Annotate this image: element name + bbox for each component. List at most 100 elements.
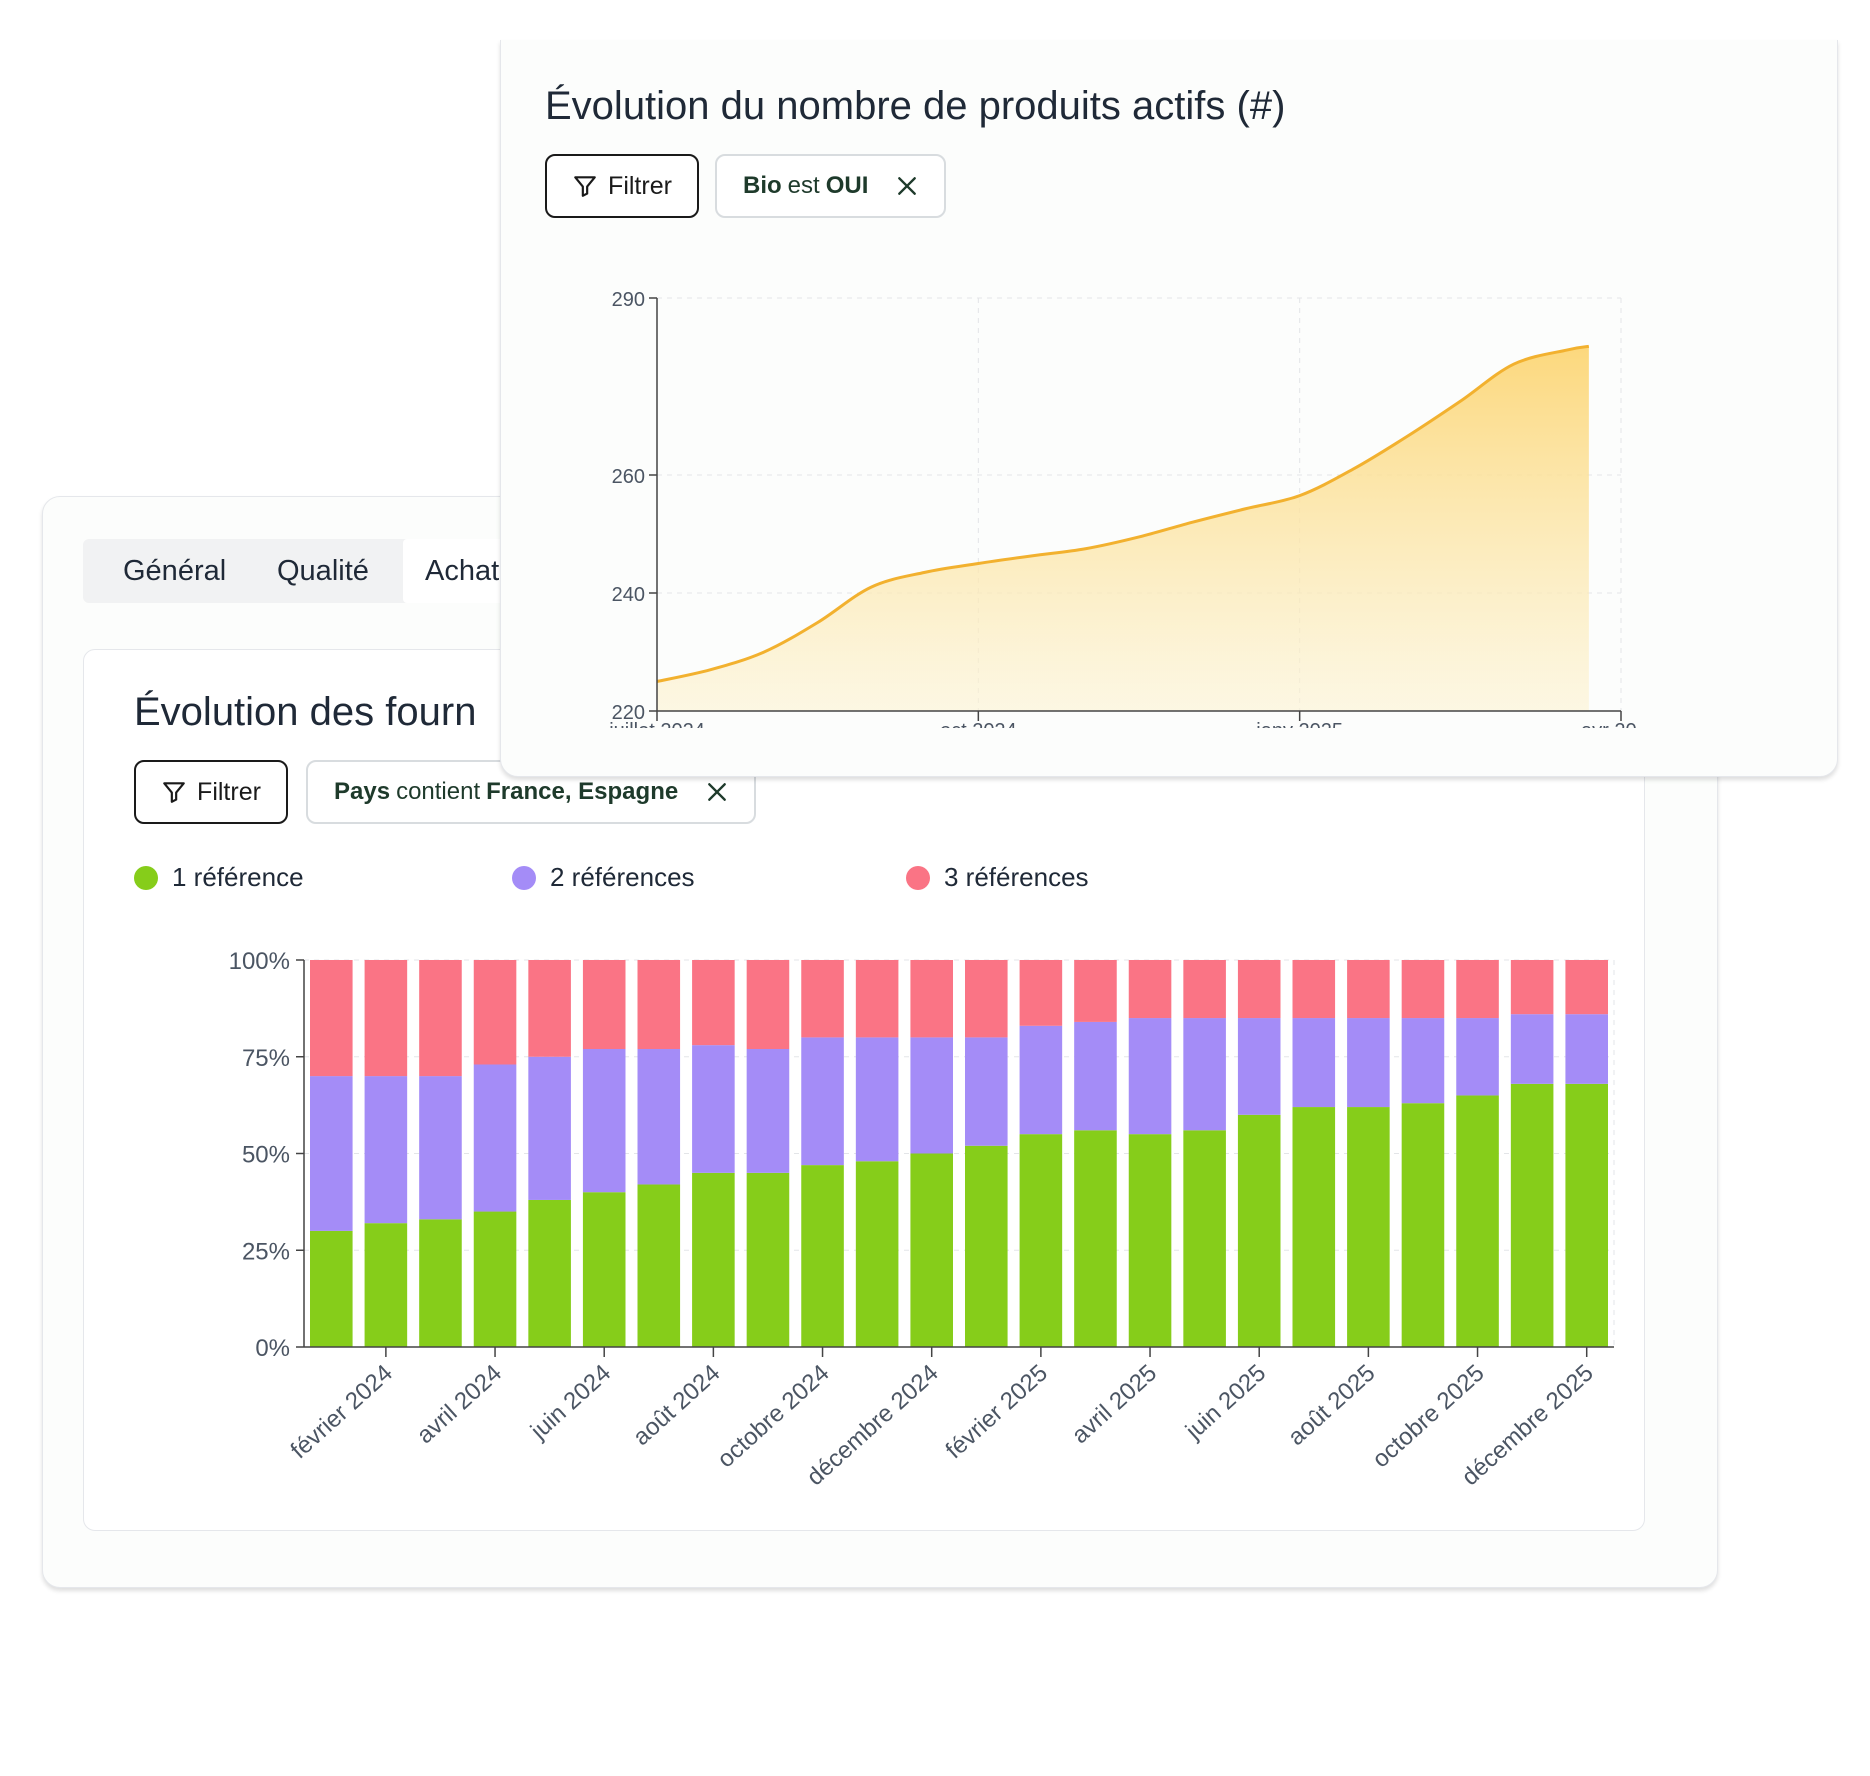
bar-segment [801, 960, 844, 1038]
bar-segment [692, 1172, 735, 1347]
x-tick-label: octobre 2024 [712, 1359, 834, 1473]
bar-segment [910, 1153, 953, 1347]
bar-segment [310, 1230, 353, 1347]
filter-button-label: Filtrer [197, 777, 261, 806]
bar-segment [1019, 1134, 1063, 1347]
bar-segment [364, 1076, 408, 1224]
y-tick-label: 240 [612, 584, 645, 606]
bar-segment [1292, 1107, 1336, 1347]
bar-segment [310, 1076, 353, 1231]
bar-segment [1292, 1018, 1336, 1108]
legend-dot-red [906, 865, 930, 890]
bar-segment [1510, 1083, 1554, 1347]
x-tick-label: août 2025 [1283, 1359, 1380, 1451]
y-tick-label: 25% [242, 1238, 290, 1265]
x-tick-label: juillet 2024 [608, 720, 705, 728]
bar-segment [419, 1219, 462, 1347]
bar-segment [473, 1211, 517, 1347]
bar-segment [1347, 1107, 1390, 1347]
bar-segment [855, 1161, 899, 1347]
filter-chip-bio[interactable]: Bio est OUI [715, 154, 947, 218]
bar-segment [1565, 1014, 1608, 1084]
bar-segment [1074, 1130, 1117, 1347]
bar-segment [1510, 960, 1554, 1015]
y-tick-label: 0% [255, 1335, 290, 1362]
legend-label: 3 références [944, 862, 1089, 892]
legend-dot-green [134, 865, 158, 890]
legend-label: 1 référence [172, 862, 304, 892]
legend-item-2: 2 références [512, 862, 695, 893]
bar-segment [1237, 960, 1281, 1019]
bar-segment [1456, 1095, 1499, 1347]
tab-quality[interactable]: Qualité [277, 555, 369, 587]
bar-segment [1237, 1114, 1281, 1347]
close-icon[interactable] [706, 781, 728, 803]
bar-segment [1456, 1018, 1499, 1096]
bar-segment [1128, 960, 1172, 1019]
y-tick-label: 290 [612, 289, 645, 311]
bar-segment [364, 1223, 408, 1347]
bar-segment [1183, 1130, 1226, 1347]
tab-general[interactable]: Général [123, 555, 227, 587]
legend-item-1: 1 référence [134, 862, 304, 893]
bar-segment [746, 1049, 790, 1173]
x-tick-label: juin 2025 [1180, 1359, 1271, 1445]
panel-title: Évolution du nombre de produits actifs (… [545, 84, 1286, 128]
front-card: Évolution du nombre de produits actifs (… [500, 40, 1838, 777]
bar-segment [965, 1145, 1008, 1347]
x-tick-label: oct 2024 [940, 720, 1017, 728]
y-tick-label: 260 [612, 466, 645, 488]
filter-icon [572, 173, 598, 199]
filter-button[interactable]: Filtrer [134, 760, 288, 824]
chip-value: France, Espagne [486, 778, 679, 805]
bar-segment [1292, 960, 1336, 1019]
bar-segment [1347, 960, 1390, 1019]
supplier-chart-panel: Évolution des fourn Filtrer Pays contien… [83, 649, 1645, 1531]
x-tick-label: février 2025 [941, 1359, 1053, 1464]
bar-segment [637, 960, 681, 1050]
legend-dot-purple [512, 865, 536, 890]
bar-segment [1347, 1018, 1390, 1108]
x-tick-label: octobre 2025 [1367, 1359, 1489, 1473]
bar-segment [582, 1192, 626, 1347]
bar-segment [582, 960, 626, 1050]
bar-segment [801, 1165, 844, 1347]
bar-segment [637, 1049, 681, 1185]
bar-segment [965, 960, 1008, 1038]
stacked-bar-chart: 0%25%50%75%100%février 2024 avril 2024 jui… [229, 948, 1615, 1491]
filter-button[interactable]: Filtrer [545, 154, 699, 218]
area-chart: 220 240 260 290 juillet 2024 oct 2024 janv 202… [608, 289, 1636, 728]
bar-segment [528, 960, 571, 1057]
panel-title: Évolution des fourn [134, 690, 477, 734]
bar-segment [801, 1037, 844, 1166]
bar-segment [364, 960, 408, 1077]
bar-segment [1237, 1018, 1281, 1115]
area-fill [657, 346, 1589, 711]
chip-operator: est [787, 172, 820, 199]
bar-segment [1128, 1134, 1172, 1347]
chip-field: Pays [334, 778, 391, 805]
bar-segment [855, 960, 899, 1038]
bar-segment [1510, 1014, 1554, 1084]
bar-segment [692, 1045, 735, 1173]
x-tick-label: août 2024 [628, 1359, 725, 1451]
bar-segment [419, 1076, 462, 1220]
y-tick-label: 75% [242, 1045, 290, 1072]
x-tick-label: janv 2025 [1255, 720, 1343, 728]
bar-segment [965, 1037, 1008, 1146]
x-tick-label: février 2024 [286, 1359, 398, 1464]
bar-segment [1074, 1021, 1117, 1131]
legend-item-3: 3 références [906, 862, 1089, 893]
y-tick-label: 220 [612, 702, 645, 724]
bar-segment [910, 1037, 953, 1154]
x-tick-label: avril 2025 [1067, 1359, 1162, 1449]
x-tick-label: juin 2024 [525, 1359, 616, 1445]
close-icon[interactable] [896, 175, 918, 197]
y-tick-label: 50% [242, 1142, 290, 1169]
bar-segment [473, 960, 517, 1065]
bar-segment [910, 960, 953, 1038]
bar-segment [1019, 1025, 1063, 1135]
filter-icon [161, 779, 187, 805]
bar-segment [419, 960, 462, 1077]
bar-segment [855, 1037, 899, 1162]
